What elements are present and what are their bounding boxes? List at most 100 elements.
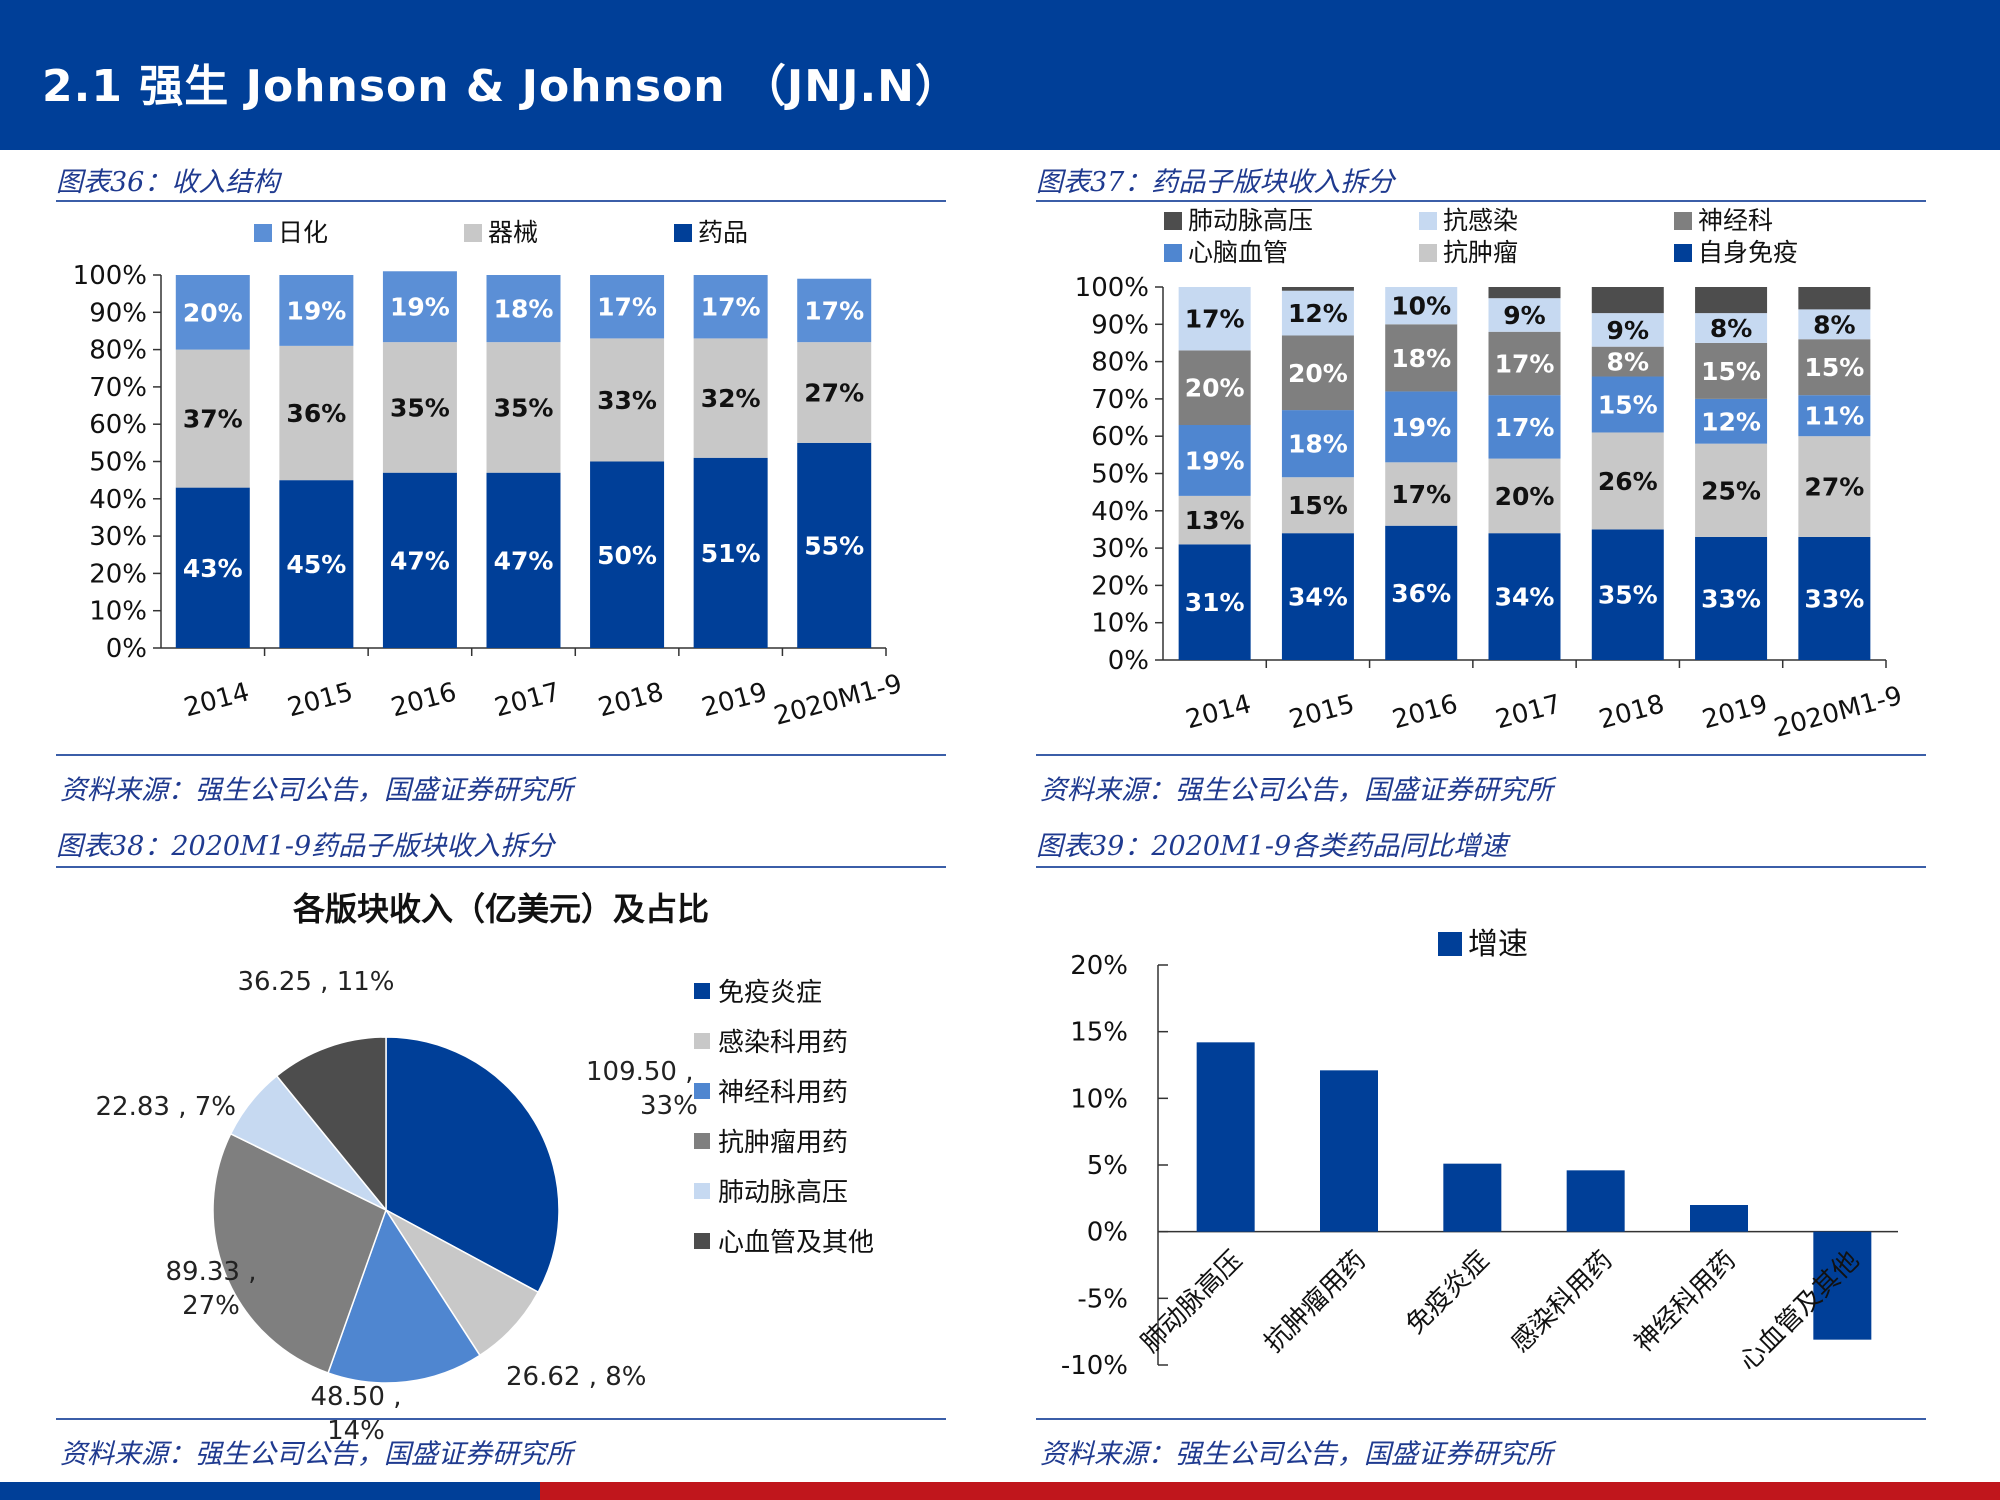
data-label: 27% xyxy=(1804,473,1864,502)
bar-segment xyxy=(1385,287,1458,325)
bar-segment xyxy=(693,457,768,648)
data-label: 20% xyxy=(1495,482,1555,511)
legend-swatch xyxy=(1164,244,1182,262)
bar-segment xyxy=(279,275,354,346)
data-label: 9% xyxy=(1607,316,1649,345)
bar-segment xyxy=(175,349,250,488)
legend-label: 抗肿瘤用药 xyxy=(718,1128,848,1158)
data-label: 43% xyxy=(183,554,243,583)
x-tick-label: 抗肿瘤用药 xyxy=(1259,1245,1372,1358)
legend-label: 器械 xyxy=(488,218,538,247)
bar-segment xyxy=(1385,324,1458,392)
legend-swatch xyxy=(1674,244,1692,262)
bar-segment xyxy=(1798,395,1871,437)
bar-segment xyxy=(486,342,561,473)
bar-segment xyxy=(1385,391,1458,463)
y-tick-label: 40% xyxy=(1091,497,1149,527)
bar-segment xyxy=(1488,298,1561,332)
bar-segment xyxy=(1798,536,1871,660)
bar-segment xyxy=(1591,376,1664,433)
bar-segment xyxy=(797,342,872,443)
legend-label: 免疫炎症 xyxy=(718,978,822,1008)
bar-segment xyxy=(1178,495,1251,545)
data-label: 17% xyxy=(597,293,657,322)
data-label: 50% xyxy=(597,541,657,570)
y-tick-label: 0% xyxy=(1108,646,1149,676)
y-tick-label: -10% xyxy=(1061,1351,1128,1381)
data-label: 26% xyxy=(1598,467,1658,496)
x-tick-label: 2017 xyxy=(492,677,564,723)
source-note: 资料来源：强生公司公告，国盛证券研究所 xyxy=(60,1439,573,1470)
bar xyxy=(1690,1205,1748,1232)
x-tick-label: 2018 xyxy=(595,677,667,723)
y-tick-label: -5% xyxy=(1077,1284,1128,1314)
bar-segment xyxy=(1488,395,1561,459)
data-label: 11% xyxy=(1804,402,1864,431)
data-label: 47% xyxy=(494,546,554,575)
y-tick-label: 60% xyxy=(1091,422,1149,452)
bar-segment xyxy=(693,275,768,339)
bar-segment xyxy=(1281,533,1354,660)
bar xyxy=(1443,1163,1502,1232)
y-tick-label: 80% xyxy=(1091,348,1149,378)
data-label: 35% xyxy=(1598,581,1658,610)
bar-segment xyxy=(797,278,872,343)
legend-label: 增速 xyxy=(1468,927,1528,962)
bar-segment xyxy=(1591,346,1664,377)
x-tick-label: 2019 xyxy=(699,677,771,723)
slice-label: 109.50 , 33% xyxy=(586,1057,698,1121)
legend-label: 肺动脉高压 xyxy=(718,1178,848,1208)
slice-label: 22.83 , 7% xyxy=(96,1092,236,1122)
y-tick-label: 10% xyxy=(89,597,147,627)
x-tick-label: 2016 xyxy=(1389,689,1461,735)
caption-divider xyxy=(56,200,946,202)
legend-swatch xyxy=(694,983,710,999)
panel-revenue-structure: 图表36：收入结构 日化 器械 药品 0% 10% 20% 30% 40% 50% 60% 70% 8… xyxy=(56,150,946,1480)
data-label: 18% xyxy=(1391,344,1451,373)
x-tick-label: 2015 xyxy=(284,677,356,723)
legend-swatch xyxy=(1419,212,1437,230)
y-tick-label: 10% xyxy=(1091,609,1149,639)
data-label: 15% xyxy=(1701,357,1761,386)
legend-swatch xyxy=(674,224,692,242)
source-note: 资料来源：强生公司公告，国盛证券研究所 xyxy=(60,775,573,806)
data-label: 10% xyxy=(1391,292,1451,321)
x-tick-label: 免疫炎症 xyxy=(1401,1245,1496,1340)
data-label: 47% xyxy=(390,546,450,575)
data-label: 27% xyxy=(804,378,864,407)
y-tick-label: 50% xyxy=(1091,460,1149,490)
bar-segment xyxy=(590,338,665,462)
slice-label: 26.62 , 8% xyxy=(506,1362,646,1392)
bar-segment xyxy=(1488,458,1561,534)
data-label: 15% xyxy=(1804,353,1864,382)
bar-chart-pharma-growth: 增速 -10% -5% 0% 5% 10% 15% 20% 肺动脉高压 抗肿瘤用药 免疫炎症 感染科用… xyxy=(1061,927,1898,1381)
y-tick-label: 70% xyxy=(89,373,147,403)
pie-slice xyxy=(275,1036,387,1213)
figure-caption: 图表37：药品子版块收入拆分 xyxy=(1036,167,1395,198)
data-label: 45% xyxy=(286,550,346,579)
source-note: 资料来源：强生公司公告，国盛证券研究所 xyxy=(1040,1439,1553,1470)
x-tick-label: 2019 xyxy=(1699,689,1771,735)
bar xyxy=(1813,1231,1872,1340)
y-tick-label: 0% xyxy=(106,634,147,664)
x-tick-label: 2020M1-9 xyxy=(1771,681,1905,744)
data-label: 55% xyxy=(804,531,864,560)
x-tick-label: 2015 xyxy=(1286,689,1358,735)
data-label: 20% xyxy=(1288,359,1348,388)
y-tick-label: 30% xyxy=(89,522,147,552)
data-label: 33% xyxy=(597,386,657,415)
bar-segment xyxy=(1281,287,1354,291)
legend-label: 抗肿瘤 xyxy=(1443,238,1518,267)
y-tick-label: 15% xyxy=(1070,1018,1128,1048)
legend-swatch xyxy=(694,1233,710,1249)
bar-segment xyxy=(1488,331,1561,396)
x-tick-label: 2014 xyxy=(181,677,253,723)
legend-label: 自身免疫 xyxy=(1698,238,1798,267)
y-tick-label: 20% xyxy=(1070,951,1128,981)
data-label: 19% xyxy=(286,296,346,325)
y-tick-label: 0% xyxy=(1087,1218,1128,1248)
data-label: 17% xyxy=(701,293,761,322)
bar xyxy=(1196,1042,1255,1232)
legend-swatch xyxy=(1419,244,1437,262)
legend-label: 感染科用药 xyxy=(718,1028,848,1058)
